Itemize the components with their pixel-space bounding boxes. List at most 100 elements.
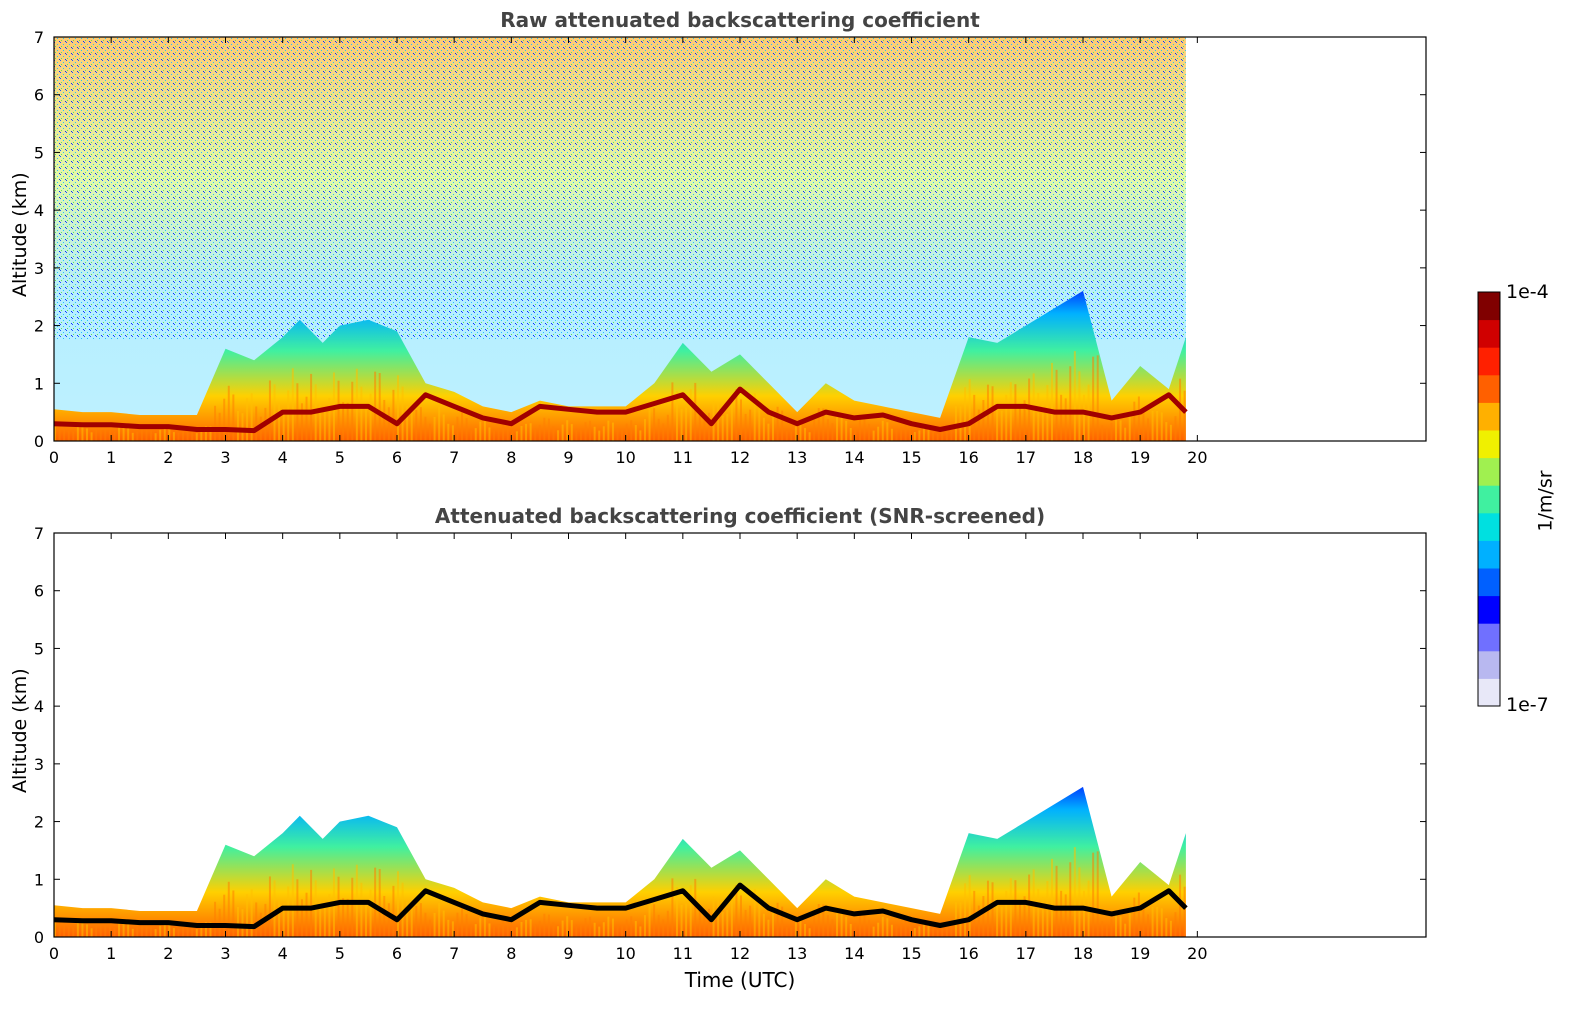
backscatter-column: [753, 393, 756, 441]
backscatter-column: [136, 431, 139, 441]
aerosol-layer-line: [54, 386, 1188, 434]
backscatter-column: [872, 430, 875, 441]
backscatter-column: [1115, 912, 1118, 937]
colorbar-swatch: [1478, 595, 1500, 624]
y-tick-label: 7: [34, 28, 44, 47]
backscatter-column: [127, 924, 130, 937]
backscatter-column: [1000, 410, 1003, 441]
backscatter-column: [479, 421, 482, 441]
backscatter-column: [113, 927, 116, 937]
colorbar-swatch: [1478, 568, 1500, 597]
backscatter-column: [762, 417, 765, 441]
backscatter-column: [392, 885, 395, 937]
backscatter-column: [140, 426, 143, 441]
x-tick-label: 5: [335, 944, 345, 963]
backscatter-column: [1169, 920, 1172, 937]
backscatter-column: [1064, 398, 1067, 441]
backscatter-column: [772, 415, 775, 441]
x-tick-label: 19: [1130, 944, 1150, 963]
backscatter-column: [1174, 912, 1177, 937]
x-tick-label: 11: [673, 448, 693, 467]
backscatter-column: [1083, 890, 1085, 937]
backscatter-column: [342, 898, 345, 937]
backscatter-column: [547, 914, 550, 937]
backscatter-column: [1096, 851, 1099, 937]
backscatter-column: [547, 418, 550, 441]
backscatter-column: [456, 912, 459, 937]
backscatter-column: [319, 401, 322, 441]
backscatter-column: [493, 430, 496, 441]
backscatter-column: [227, 385, 230, 441]
backscatter-column: [913, 928, 916, 937]
backscatter-column: [429, 423, 432, 441]
backscatter-column: [337, 380, 340, 441]
backscatter-column: [831, 423, 834, 441]
colorbar-swatch: [1478, 430, 1500, 459]
backscatter-column: [429, 919, 432, 937]
backscatter-column: [557, 430, 560, 441]
backscatter-column: [278, 403, 281, 441]
backscatter-column: [76, 921, 79, 937]
backscatter-column: [282, 904, 285, 937]
backscatter-column: [438, 407, 441, 441]
backscatter-column: [383, 895, 386, 937]
backscatter-column: [895, 430, 898, 441]
backscatter-column: [657, 914, 660, 937]
backscatter-column: [753, 889, 756, 937]
backscatter-column: [131, 432, 134, 441]
backscatter-column: [342, 402, 345, 441]
backscatter-column: [241, 909, 244, 937]
backscatter-column: [625, 919, 628, 937]
backscatter-column: [534, 428, 537, 441]
backscatter-column: [177, 928, 180, 937]
backscatter-column: [634, 921, 637, 937]
aerosol-layer-line: [54, 882, 1188, 930]
backscatter-column: [799, 919, 802, 937]
x-tick-label: 5: [335, 448, 345, 467]
backscatter-column: [1050, 362, 1053, 441]
backscatter-column: [630, 420, 633, 441]
backscatter-column: [401, 386, 404, 441]
backscatter-column: [1151, 410, 1154, 441]
backscatter-column: [424, 416, 427, 441]
backscatter-column: [154, 929, 157, 937]
backscatter-column: [1156, 410, 1159, 441]
backscatter-column: [1083, 394, 1085, 441]
backscatter-column: [470, 926, 473, 937]
backscatter-column: [666, 910, 669, 937]
backscatter-column: [621, 429, 624, 441]
x-tick-label: 9: [563, 448, 573, 467]
backscatter-column: [364, 404, 367, 441]
x-tick-label: 13: [787, 448, 807, 467]
y-tick-label: 5: [34, 639, 44, 658]
backscatter-column: [378, 373, 381, 441]
backscatter-column: [1119, 916, 1122, 937]
backscatter-column: [616, 429, 619, 441]
backscatter-column: [1055, 369, 1058, 441]
x-tick-label: 9: [563, 944, 573, 963]
backscatter-column: [1028, 874, 1031, 937]
backscatter-column: [927, 923, 930, 937]
backscatter-column: [58, 422, 61, 441]
backscatter-column: [172, 928, 175, 937]
backscatter-column: [977, 905, 980, 937]
backscatter-column: [397, 871, 399, 937]
backscatter-column: [305, 396, 308, 441]
backscatter-column: [209, 922, 212, 937]
backscatter-column: [511, 927, 514, 937]
backscatter-column: [236, 411, 239, 441]
backscatter-column: [941, 926, 944, 937]
backscatter-column: [602, 922, 605, 937]
backscatter-column: [1137, 892, 1140, 937]
backscatter-column: [392, 389, 395, 441]
backscatter-column: [826, 419, 829, 441]
backscatter-column: [648, 904, 651, 937]
backscatter-column: [1014, 384, 1017, 441]
backscatter-column: [790, 927, 793, 937]
backscatter-column: [1018, 900, 1021, 937]
y-tick-label: 4: [34, 201, 44, 220]
backscatter-column: [1014, 880, 1017, 937]
backscatter-column: [154, 433, 157, 441]
backscatter-column: [534, 924, 537, 937]
backscatter-column: [515, 431, 518, 441]
